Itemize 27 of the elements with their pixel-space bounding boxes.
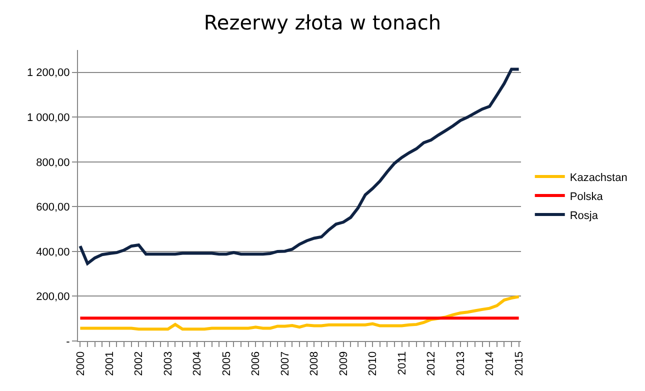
y-tick-label: 1 200,00 [26,67,70,80]
x-tick-label: 2009 [338,351,350,376]
x-tick-label: 2014 [484,351,496,376]
y-tick-label: 1 000,00 [26,112,70,124]
x-tick-label: 2003 [162,351,174,376]
y-tick-label: 200,00 [36,291,70,304]
y-tick-label: - [66,336,70,348]
chart-title: Rezerwy złota w tonach [204,10,442,35]
x-tick-label: 2002 [133,351,146,376]
y-tick-label: 400,00 [36,246,70,258]
y-tick-label: 800,00 [36,156,70,169]
x-tick-label: 2010 [367,351,380,376]
legend-label: Rosja [570,210,599,222]
x-tick-label: 2001 [104,351,116,376]
y-tick-label: 600,00 [36,202,70,214]
x-tick-label: 2000 [74,351,87,376]
x-tick-label: 2005 [220,351,233,376]
x-tick-label: 2015 [513,351,526,376]
x-tick-label: 2008 [308,351,321,376]
x-tick-label: 2004 [192,351,204,376]
x-tick-label: 2007 [279,351,292,376]
legend-label: Kazachstan [570,172,628,184]
x-tick-label: 2011 [396,351,408,376]
x-tick-label: 2012 [426,351,438,376]
x-tick-label: 2013 [454,351,467,376]
legend-label: Polska [570,190,604,203]
x-tick-label: 2006 [250,351,262,376]
